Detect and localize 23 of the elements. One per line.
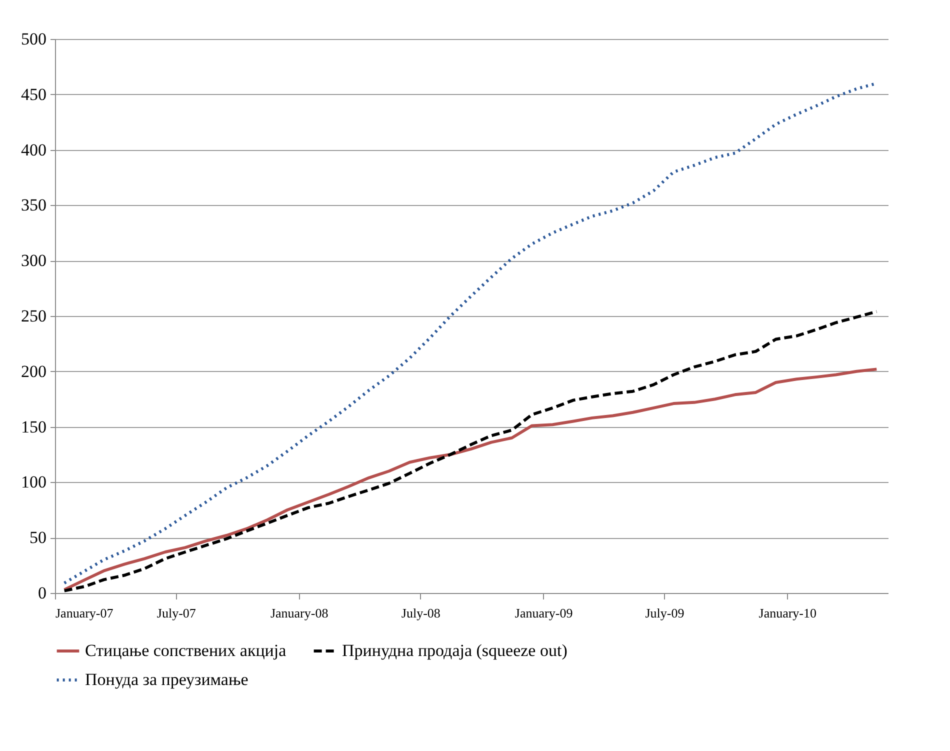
legend-label: Понуда за преузимање	[85, 670, 248, 689]
y-tick-label: 150	[21, 417, 46, 436]
legend-label: Принудна продаја (squeeze out)	[342, 641, 568, 660]
x-tick-label: January-08	[270, 606, 328, 620]
legend-label: Стицање сопствених акција	[85, 641, 287, 660]
y-tick-label: 250	[21, 306, 46, 326]
y-tick-label: 400	[21, 140, 46, 160]
y-tick-label: 100	[21, 472, 46, 492]
y-tick-label: 300	[21, 251, 46, 270]
x-tick-label: July-08	[401, 606, 440, 620]
x-tick-label: July-09	[645, 606, 684, 620]
y-tick-label: 0	[38, 584, 46, 602]
x-tick-label: January-10	[758, 606, 817, 620]
y-tick-label: 50	[30, 528, 46, 548]
y-tick-label: 450	[21, 84, 46, 104]
x-tick-label: July-07	[156, 606, 196, 620]
x-tick-label: January-07	[56, 606, 114, 620]
line-series	[62, 368, 878, 592]
y-tick-label: 200	[21, 362, 46, 381]
y-tick-label: 500	[21, 30, 46, 48]
x-tick-label: January-09	[514, 606, 573, 620]
y-tick-label: 350	[21, 196, 46, 215]
line-series	[62, 310, 878, 592]
